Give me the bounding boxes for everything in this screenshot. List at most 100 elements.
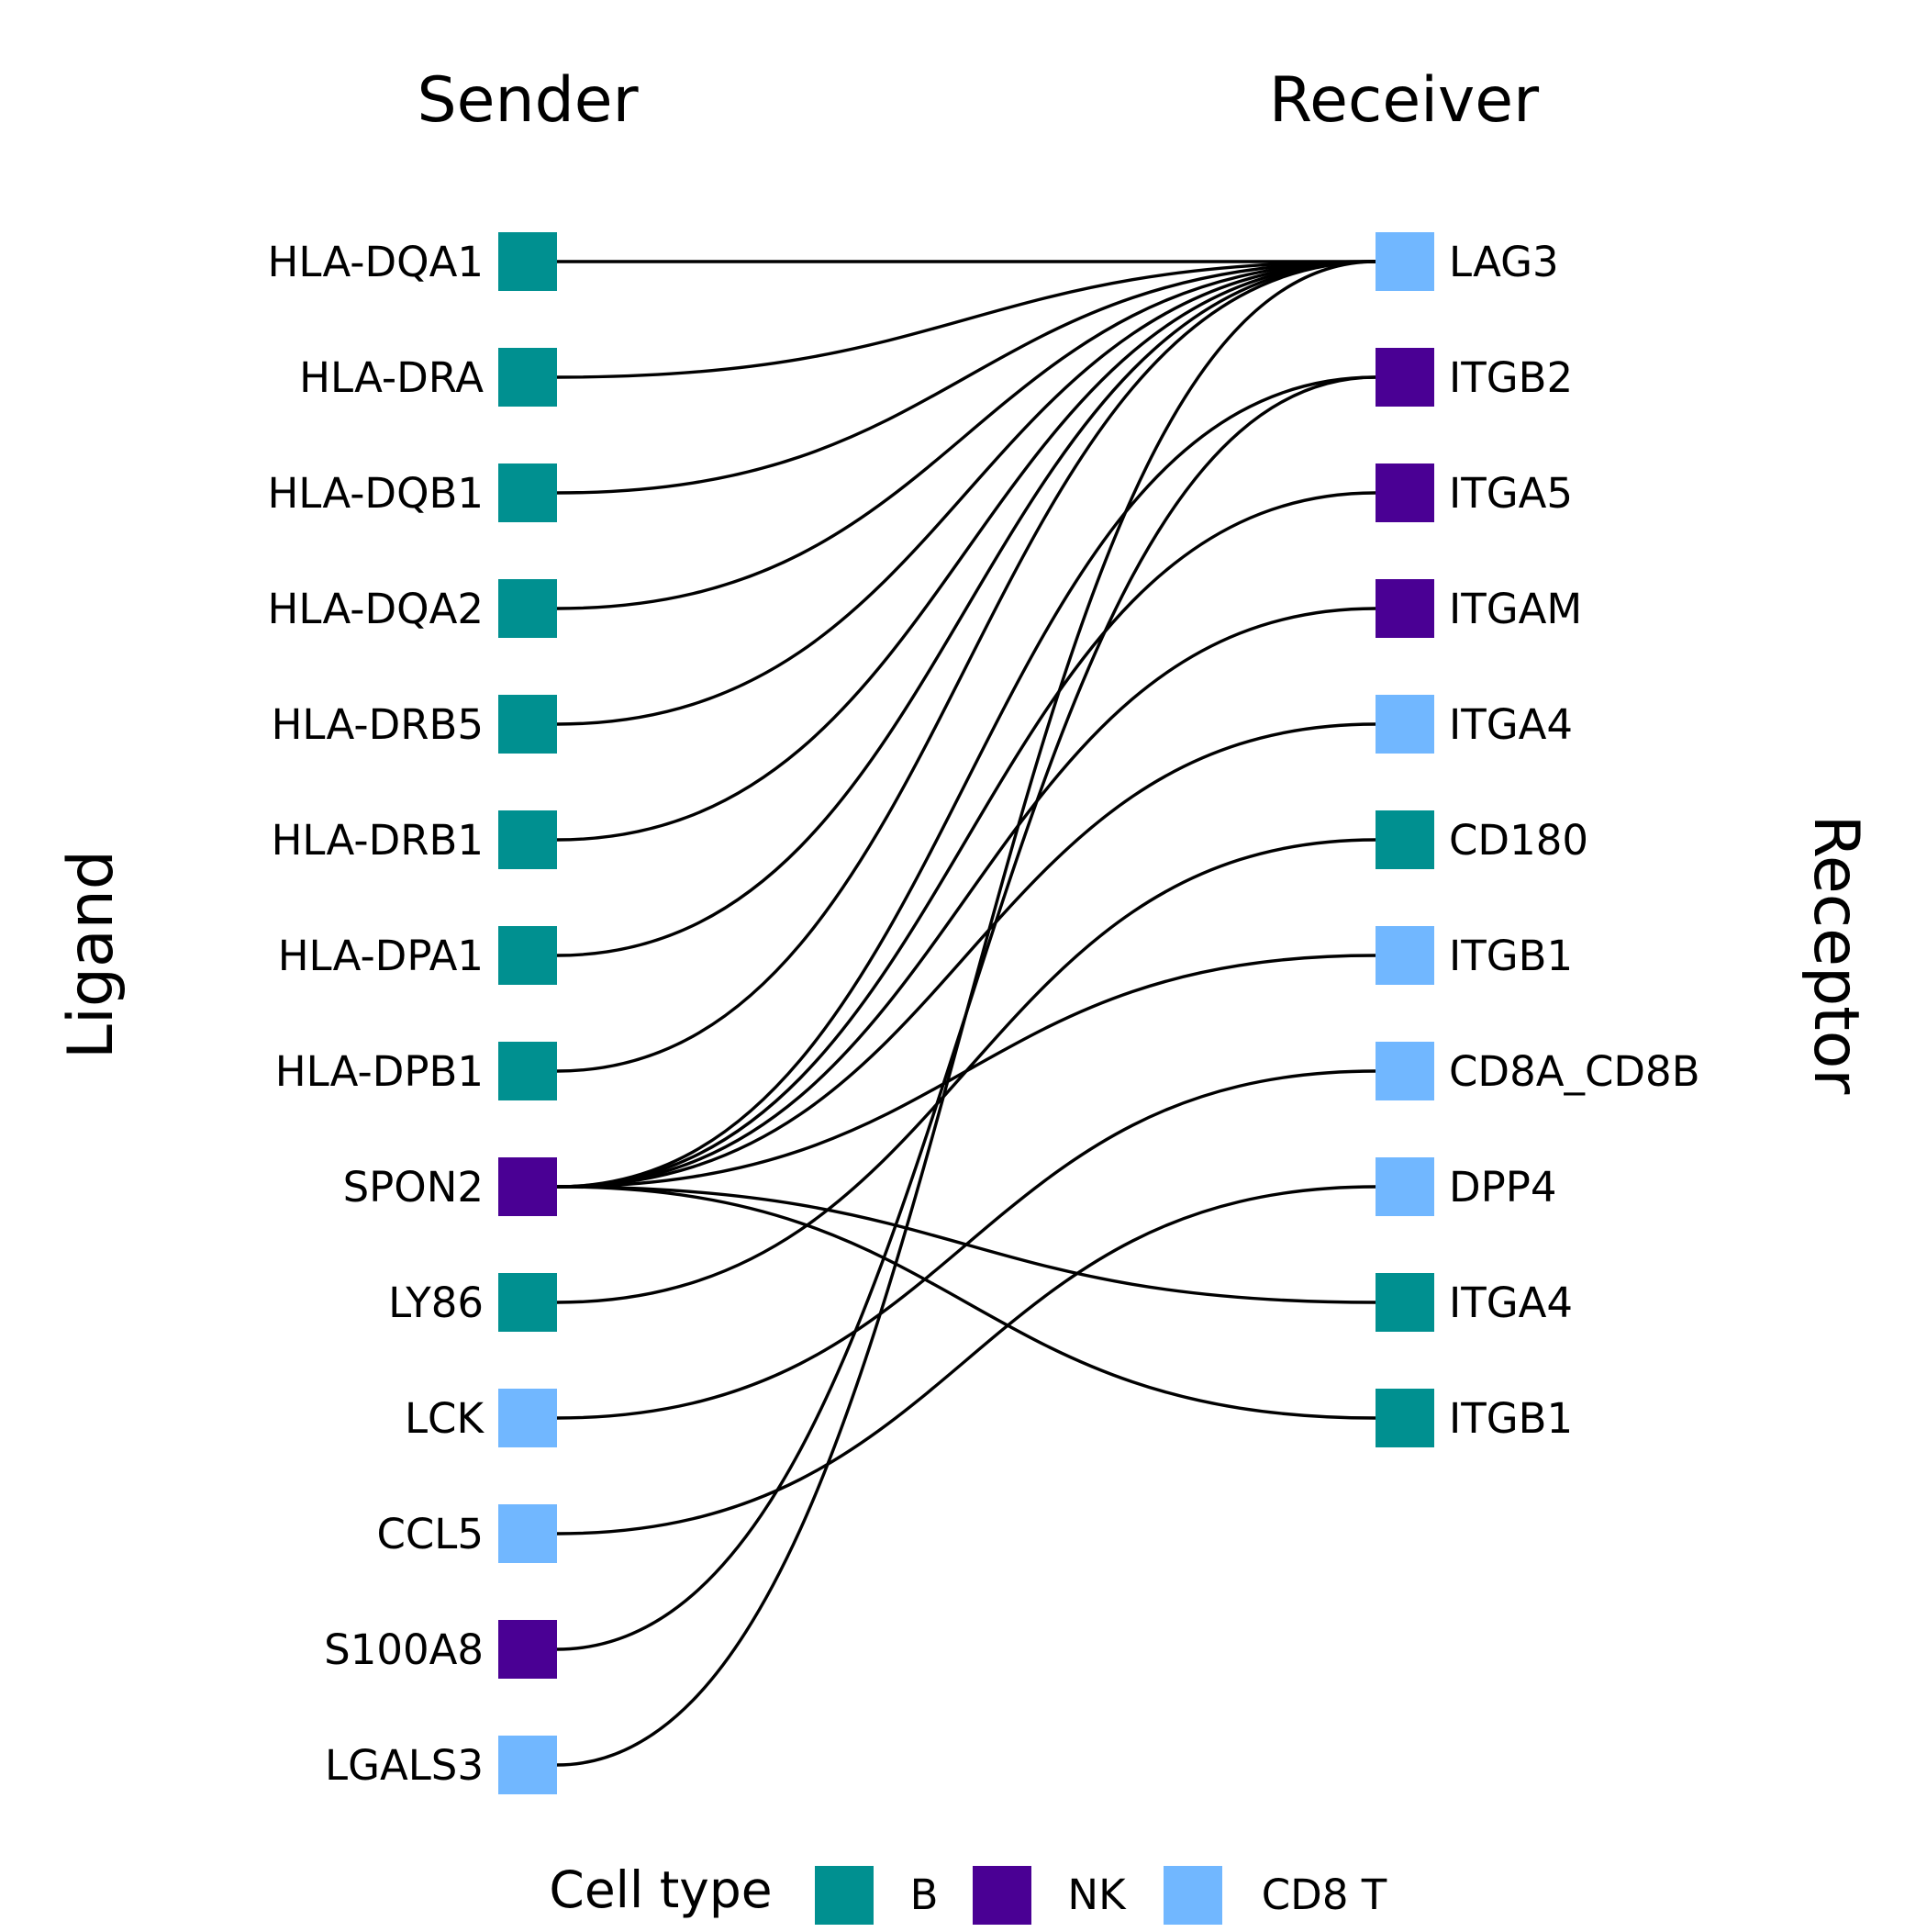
ligand-node-s100a8: S100A8 xyxy=(324,1620,557,1679)
ligand-node-hla-drb1: HLA-DRB1 xyxy=(272,810,557,869)
receptor-node-itgb2-1: ITGB2 xyxy=(1376,348,1573,407)
ligand-node-lck: LCK xyxy=(405,1389,557,1447)
ligand-label: HLA-DQA2 xyxy=(268,585,484,633)
receptor-node-box xyxy=(1376,926,1434,985)
receptor-label: ITGA4 xyxy=(1449,1279,1573,1327)
receptor-label: ITGB1 xyxy=(1449,932,1573,980)
receptor-label: LAG3 xyxy=(1449,238,1559,286)
legend-swatch-b xyxy=(815,1866,874,1925)
ligand-node-box xyxy=(498,1389,557,1447)
ligand-node-box xyxy=(498,348,557,407)
receptor-node-box xyxy=(1376,1389,1434,1447)
ligand-node-ccl5: CCL5 xyxy=(376,1504,557,1563)
ligand-node-box xyxy=(498,1736,557,1794)
legend-swatch-cd8-t xyxy=(1164,1866,1222,1925)
ligand-node-spon2: SPON2 xyxy=(343,1157,557,1216)
ligand-label: LCK xyxy=(405,1394,485,1443)
receptor-node-itga4-9: ITGA4 xyxy=(1376,1273,1573,1332)
link-hla-dpb1-to-lag3-0 xyxy=(556,260,1376,1073)
ligand-label: CCL5 xyxy=(376,1510,484,1558)
legend-title: Cell type xyxy=(549,1860,772,1919)
ligand-node-lgals3: LGALS3 xyxy=(325,1736,557,1794)
receptor-label: CD180 xyxy=(1449,816,1588,865)
receptor-label: DPP4 xyxy=(1449,1163,1557,1212)
link-hla-dpa1-to-lag3-0 xyxy=(556,260,1376,957)
link-spon2-to-itgam-3 xyxy=(556,607,1376,1189)
receptor-node-box xyxy=(1376,810,1434,869)
ligand-node-hla-dpa1: HLA-DPA1 xyxy=(278,926,557,985)
ligand-label: HLA-DRA xyxy=(299,353,484,402)
ligand-label: LY86 xyxy=(388,1279,484,1327)
ligand-node-ly86: LY86 xyxy=(388,1273,557,1332)
ligand-node-hla-dqb1: HLA-DQB1 xyxy=(267,463,557,522)
receptor-node-box xyxy=(1376,463,1434,522)
link-hla-dqa2-to-lag3-0 xyxy=(556,260,1376,610)
link-lgals3-to-lag3-0 xyxy=(556,260,1376,1767)
receptor-label: ITGB2 xyxy=(1449,353,1573,402)
ligand-node-box xyxy=(498,1273,557,1332)
receptor-label: ITGB1 xyxy=(1449,1394,1573,1443)
link-ly86-to-cd180-5 xyxy=(556,838,1376,1304)
link-hla-dra-to-lag3-0 xyxy=(556,260,1376,379)
link-spon2-to-itga5-2 xyxy=(556,491,1376,1189)
link-spon2-to-itgb2-1 xyxy=(556,375,1376,1189)
receptor-node-box xyxy=(1376,695,1434,754)
receptor-node-box xyxy=(1376,1157,1434,1216)
link-hla-dqb1-to-lag3-0 xyxy=(556,260,1376,495)
ligand-axis-title: Ligand xyxy=(55,850,128,1059)
legend-swatch-nk xyxy=(973,1866,1031,1925)
link-ccl5-to-dpp4-8 xyxy=(556,1185,1376,1536)
link-lck-to-cd8a-cd8b-7 xyxy=(556,1069,1376,1420)
ligand-node-box xyxy=(498,695,557,754)
ligand-node-box xyxy=(498,1504,557,1563)
receptor-label: CD8A_CD8B xyxy=(1449,1047,1700,1096)
ligand-node-box xyxy=(498,810,557,869)
receptor-node-itgb1-10: ITGB1 xyxy=(1376,1389,1573,1447)
receptor-node-box xyxy=(1376,232,1434,291)
receptor-label: ITGA5 xyxy=(1449,469,1573,518)
link-hla-drb1-to-lag3-0 xyxy=(556,260,1376,842)
receptor-node-itga5-2: ITGA5 xyxy=(1376,463,1573,522)
ligand-label: HLA-DPB1 xyxy=(275,1047,484,1096)
receptor-node-dpp4-8: DPP4 xyxy=(1376,1157,1557,1216)
receptor-node-box xyxy=(1376,1042,1434,1100)
ligand-node-hla-dqa2: HLA-DQA2 xyxy=(268,579,557,638)
ligand-label: HLA-DRB1 xyxy=(272,816,484,865)
ligand-label: HLA-DQB1 xyxy=(267,469,484,518)
receptor-node-box xyxy=(1376,1273,1434,1332)
receptor-node-cd8a-cd8b-7: CD8A_CD8B xyxy=(1376,1042,1700,1100)
legend-label-b: B xyxy=(910,1871,939,1919)
receptor-node-itgb1-6: ITGB1 xyxy=(1376,926,1573,985)
ligand-label: SPON2 xyxy=(343,1163,484,1212)
link-spon2-to-itga4-4 xyxy=(556,722,1376,1189)
links-layer xyxy=(556,260,1376,1767)
receptor-node-box xyxy=(1376,348,1434,407)
ligand-node-box xyxy=(498,579,557,638)
ligand-node-box xyxy=(498,1620,557,1679)
receptor-label: ITGA4 xyxy=(1449,700,1573,749)
ligand-node-box xyxy=(498,232,557,291)
ligand-label: LGALS3 xyxy=(325,1741,484,1790)
ligand-node-box xyxy=(498,926,557,985)
ligand-node-box xyxy=(498,1042,557,1100)
receiver-header: Receiver xyxy=(1269,64,1539,137)
ligand-node-hla-dpb1: HLA-DPB1 xyxy=(275,1042,557,1100)
legend-label-cd8-t: CD8 T xyxy=(1262,1871,1387,1919)
receptor-node-itgam-3: ITGAM xyxy=(1376,579,1582,638)
ligand-label: HLA-DQA1 xyxy=(268,238,484,286)
ligand-node-hla-dra: HLA-DRA xyxy=(299,348,557,407)
link-hla-drb5-to-lag3-0 xyxy=(556,260,1376,726)
receptor-node-itga4-4: ITGA4 xyxy=(1376,695,1573,754)
legend-label-nk: NK xyxy=(1067,1871,1127,1919)
receptor-node-lag3-0: LAG3 xyxy=(1376,232,1559,291)
receptor-axis-title: Receptor xyxy=(1799,815,1872,1095)
ligand-node-hla-dqa1: HLA-DQA1 xyxy=(268,232,557,291)
ligand-node-box xyxy=(498,463,557,522)
ligand-node-hla-drb5: HLA-DRB5 xyxy=(272,695,557,754)
cell-type-legend: Cell type B NK CD8 T xyxy=(549,1860,1387,1925)
ligand-label: S100A8 xyxy=(324,1625,484,1674)
ligand-label: HLA-DRB5 xyxy=(272,700,484,749)
receptor-node-cd180-5: CD180 xyxy=(1376,810,1588,869)
